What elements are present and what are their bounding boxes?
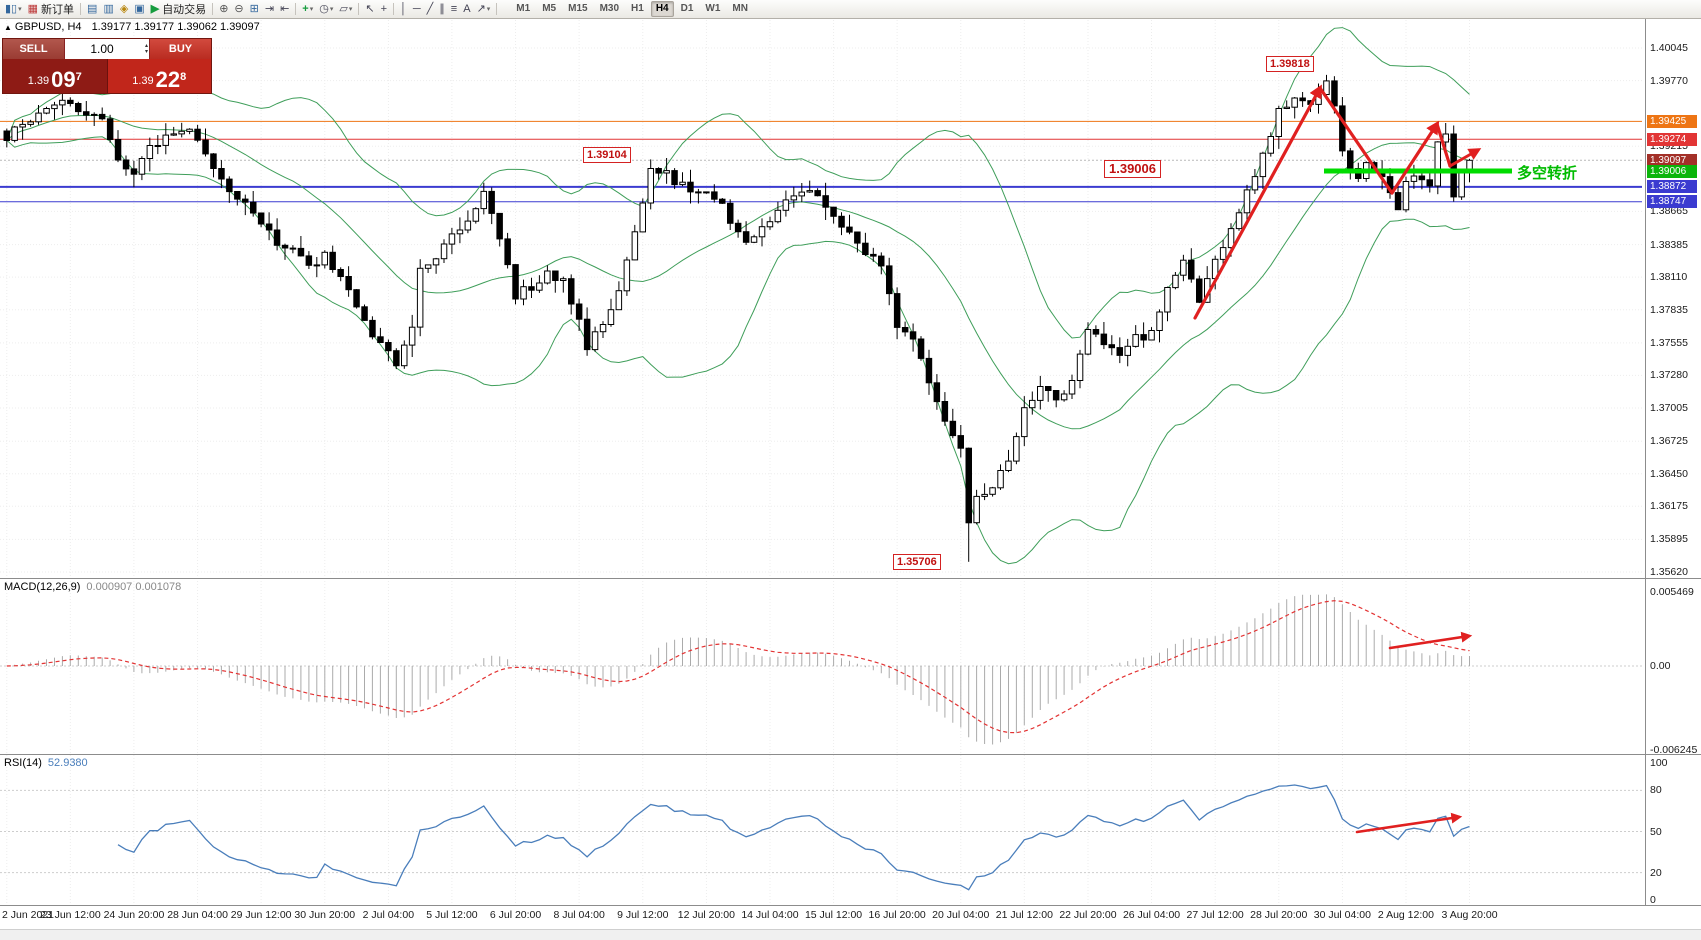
panel-separator [0, 905, 1701, 906]
toolbar: ▮▯ ▾ ▦ 新订单 ▤ ▥ ◈ ▣ ▶ 自动交易 ⊕ ⊖ ⊞ ⇥ ⇤ + ▾ ◷ ▾ ▱ ▾ ↖ + │ ─ ╱ ∥ ≡ A ↗ ▾ M1 M… [0, 0, 1701, 19]
zoom-in-icon: ⊕ [219, 3, 229, 15]
hline-icon: ─ [412, 3, 421, 15]
market-watch-icon: ▤ [87, 3, 98, 15]
auto-scroll-icon: ⇥ [264, 3, 275, 15]
zoom-out-icon: ⊖ [234, 3, 244, 15]
lot-spinner: ▴ ▾ [145, 39, 148, 59]
timeframe-m15[interactable]: M15 [568, 3, 588, 14]
zoom-out-button[interactable]: ⊖ [231, 1, 246, 17]
toolbar-separator [80, 3, 82, 15]
new-chart-icon: ▮▯ [5, 3, 18, 15]
ask-pipette: 8 [180, 71, 187, 83]
lot-input[interactable] [65, 39, 149, 59]
autotrade-button[interactable]: ▶ 自动交易 [148, 1, 209, 17]
panel-separator[interactable] [0, 754, 1701, 755]
ask-head: 1.39 [132, 75, 154, 87]
toolbar-separator [358, 3, 360, 15]
lot-spin-down-icon[interactable]: ▾ [144, 49, 148, 55]
timeframe-group: M1 M5 M15 M30 H1 H4 D1 W1 MN [510, 1, 754, 17]
lot-size-field: ▴▾ [65, 39, 149, 59]
auto-scroll-button[interactable]: ⇥ [262, 1, 277, 17]
new-order-icon: ▦ [27, 3, 39, 15]
cursor-button[interactable]: ↖ [362, 1, 377, 17]
toolbar-separator [295, 3, 297, 15]
navigator-icon: ◈ [119, 3, 129, 15]
tile-windows-icon: ⊞ [249, 3, 259, 15]
timeframe-m5[interactable]: M5 [542, 3, 557, 14]
vline-icon: │ [400, 3, 407, 15]
crosshair-icon: + [380, 3, 387, 15]
new-order-button[interactable]: ▦ 新订单 [25, 1, 77, 17]
toolbar-separator [212, 3, 214, 15]
chevron-down-icon: ▾ [329, 6, 334, 13]
bid-big-digits: 09 [51, 67, 76, 92]
data-window-button[interactable]: ▥ [100, 1, 116, 17]
timeframe-w1[interactable]: W1 [705, 3, 721, 14]
data-window-icon: ▥ [103, 3, 114, 15]
buy-button[interactable]: BUY [149, 39, 211, 59]
chevron-down-icon: ▾ [348, 6, 353, 13]
new-chart-button[interactable]: ▮▯ ▾ [2, 1, 25, 17]
cursor-icon: ↖ [365, 3, 375, 15]
terminal-icon: ▣ [134, 3, 145, 15]
bid-pipette: 7 [75, 71, 82, 83]
trendline-icon: ╱ [426, 3, 434, 15]
chevron-down-icon: ▾ [309, 6, 314, 13]
timeframe-m30[interactable]: M30 [599, 3, 620, 14]
channel-button[interactable]: ∥ [436, 1, 448, 17]
panel-separator[interactable] [0, 578, 1701, 579]
arrows-icon: ↗ [476, 3, 486, 15]
terminal-button[interactable]: ▣ [131, 1, 147, 17]
zoom-in-button[interactable]: ⊕ [216, 1, 231, 17]
timeframe-m1[interactable]: M1 [516, 3, 531, 14]
market-watch-button[interactable]: ▤ [84, 1, 100, 17]
timeframe-d1[interactable]: D1 [680, 3, 694, 14]
navigator-button[interactable]: ◈ [117, 1, 131, 17]
hline-button[interactable]: ─ [410, 1, 424, 17]
ask-big-digits: 22 [155, 67, 181, 92]
chart-shift-icon: ⇤ [280, 3, 290, 15]
chart-shift-button[interactable]: ⇤ [277, 1, 292, 17]
indicators-icon: + [302, 3, 309, 15]
templates-icon: ▱ [339, 3, 348, 15]
bid-price[interactable]: 1.39 09 7 [3, 59, 107, 93]
arrows-button[interactable]: ↗ ▾ [474, 1, 494, 17]
chevron-down-icon: ▾ [486, 6, 491, 13]
periods-button[interactable]: ◷ ▾ [316, 1, 336, 17]
price-scale-separator [1645, 19, 1646, 906]
fibonacci-icon: ≡ [450, 3, 458, 15]
sell-button[interactable]: SELL [3, 39, 65, 59]
bid-head: 1.39 [27, 75, 50, 87]
vline-button[interactable]: │ [397, 1, 410, 17]
timeframe-mn[interactable]: MN [732, 3, 748, 14]
window-bottom-edge [0, 929, 1701, 940]
chevron-down-icon: ▾ [18, 6, 22, 13]
ask-price[interactable]: 1.39 22 8 [106, 59, 211, 93]
trendline-button[interactable]: ╱ [424, 1, 437, 17]
timeframe-h1[interactable]: H1 [631, 3, 644, 14]
crosshair-button[interactable]: + [378, 1, 390, 17]
lot-spin-up-icon[interactable]: ▴ [144, 43, 148, 49]
new-order-button-label: 新订单 [41, 4, 75, 16]
tile-windows-button[interactable]: ⊞ [247, 1, 262, 17]
templates-button[interactable]: ▱ ▾ [336, 1, 355, 17]
autotrade-icon: ▶ [150, 3, 160, 15]
toolbar-separator [393, 3, 394, 15]
channel-icon: ∥ [439, 3, 445, 15]
toolbar-separator [496, 3, 498, 15]
autotrade-button-label: 自动交易 [162, 4, 207, 16]
timeframe-h4[interactable]: H4 [650, 1, 674, 17]
text-icon: A [463, 3, 471, 15]
indicators-button[interactable]: + ▾ [299, 1, 316, 17]
text-button[interactable]: A [460, 1, 473, 17]
fibonacci-button[interactable]: ≡ [448, 1, 460, 17]
periods-icon: ◷ [319, 3, 329, 15]
